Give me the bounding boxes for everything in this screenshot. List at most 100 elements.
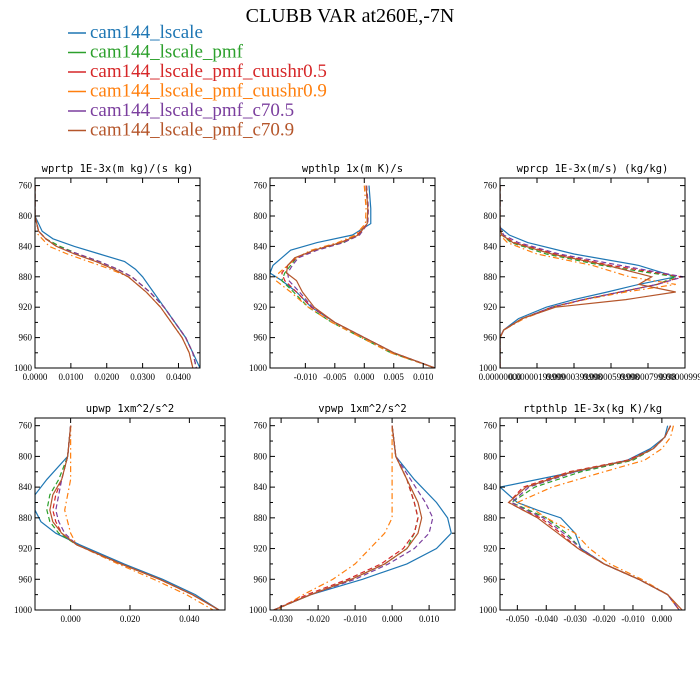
series-line xyxy=(46,425,220,610)
series-line xyxy=(275,185,435,368)
chart-panel: wpthlp 1x(m K)/s 760 800 840 880 920 960 1000 -0… xyxy=(249,163,436,382)
series-line xyxy=(500,185,676,368)
series-line xyxy=(64,425,214,610)
x-tick-label: 0.0300 xyxy=(130,372,155,382)
x-tick-label: 0.0000099998 xyxy=(659,372,700,382)
y-tick-label: 760 xyxy=(484,421,498,431)
series-line xyxy=(35,185,197,368)
y-tick-label: 800 xyxy=(484,451,498,461)
x-tick-label: 0.000 xyxy=(354,372,375,382)
y-tick-label: 880 xyxy=(19,513,33,523)
y-tick-label: 840 xyxy=(19,241,33,251)
legend-item: cam144_lscale_pmf xyxy=(68,42,244,63)
x-tick-label: 0.020 xyxy=(120,614,141,624)
series-line xyxy=(285,185,435,368)
series-line xyxy=(273,425,434,610)
x-tick-label: 0.00000399998 xyxy=(546,372,603,382)
series-line xyxy=(281,185,435,368)
x-tick-label: -0.010 xyxy=(621,614,645,624)
y-tick-label: 1000 xyxy=(479,605,498,615)
y-tick-label: 880 xyxy=(254,272,268,282)
x-tick-label: 0.005 xyxy=(384,372,405,382)
x-tick-label: 0.000 xyxy=(652,614,673,624)
y-tick-label: 880 xyxy=(254,513,268,523)
panel-title: rtpthlp 1E-3x(kg K)/kg xyxy=(523,403,662,415)
y-tick-label: 920 xyxy=(484,544,498,554)
legend-label: cam144_lscale_pmf_c70.5 xyxy=(90,100,294,121)
y-tick-label: 760 xyxy=(19,421,33,431)
x-tick-label: -0.040 xyxy=(535,614,559,624)
plot-frame xyxy=(499,177,686,369)
chart-panel: rtpthlp 1E-3x(kg K)/kg 760 800 840 880 920 960… xyxy=(479,403,686,624)
legend-label: cam144_lscale xyxy=(90,22,203,43)
y-tick-label: 960 xyxy=(484,333,498,343)
y-tick-label: 920 xyxy=(19,302,33,312)
series-line xyxy=(52,425,220,610)
panel-title: wpthlp 1x(m K)/s xyxy=(302,163,403,175)
y-tick-label: 840 xyxy=(254,241,268,251)
x-tick-label: -0.030 xyxy=(564,614,588,624)
y-tick-label: 880 xyxy=(484,513,498,523)
panel-title: wprcp 1E-3x(m/s) (kg/kg) xyxy=(517,163,669,175)
plot-frame xyxy=(269,417,456,611)
legend-item: cam144_lscale_pmf_cuushr0.5 xyxy=(68,61,327,82)
legend-item: cam144_lscale_pmf_cuushr0.9 xyxy=(68,81,327,102)
x-tick-label: 0.00000000 xyxy=(479,372,522,382)
y-tick-label: 760 xyxy=(484,181,498,191)
y-tick-label: 920 xyxy=(484,302,498,312)
y-tick-label: 760 xyxy=(19,181,33,191)
series-line xyxy=(35,185,200,368)
y-tick-label: 1000 xyxy=(14,605,33,615)
series-line xyxy=(500,185,676,368)
series-line xyxy=(270,185,435,368)
series-line xyxy=(35,185,194,368)
series-line xyxy=(500,425,680,610)
y-tick-label: 960 xyxy=(254,574,268,584)
y-tick-label: 840 xyxy=(484,482,498,492)
legend-label: cam144_lscale_pmf_c70.9 xyxy=(90,120,294,141)
chart-panel: upwp 1xm^2/s^2 760 800 840 880 920 960 1000 0.00… xyxy=(14,403,226,624)
y-tick-label: 840 xyxy=(254,482,268,492)
series-line xyxy=(507,425,680,610)
series-line xyxy=(273,425,419,610)
panel-title: wprtp 1E-3x(m kg)/(s kg) xyxy=(42,163,194,175)
series-line xyxy=(507,425,683,610)
legend-label: cam144_lscale_pmf_cuushr0.9 xyxy=(90,81,327,102)
series-line xyxy=(515,425,680,610)
series-line xyxy=(35,185,194,368)
y-tick-label: 800 xyxy=(254,211,268,221)
series-line xyxy=(281,185,435,368)
y-tick-label: 760 xyxy=(254,421,268,431)
y-tick-label: 760 xyxy=(254,181,268,191)
y-tick-label: 1000 xyxy=(249,605,268,615)
legend: cam144_lscalecam144_lscale_pmfcam144_lsc… xyxy=(68,22,327,141)
y-tick-label: 800 xyxy=(484,211,498,221)
y-tick-label: 920 xyxy=(254,544,268,554)
series-line xyxy=(35,185,197,368)
y-tick-label: 800 xyxy=(254,451,268,461)
chart-panel: vpwp 1xm^2/s^27608008408809209601000-0.0… xyxy=(249,403,456,624)
x-tick-label: 0.040 xyxy=(179,614,200,624)
series-line xyxy=(35,425,220,610)
figure-title: CLUBB VAR at260E,-7N xyxy=(246,5,455,27)
x-tick-label: -0.020 xyxy=(592,614,616,624)
y-tick-label: 1000 xyxy=(14,363,33,373)
y-tick-label: 960 xyxy=(484,574,498,584)
x-tick-label: 0.0400 xyxy=(166,372,191,382)
x-tick-label: 0.0100 xyxy=(58,372,83,382)
series-line xyxy=(287,185,435,368)
x-tick-label: -0.030 xyxy=(269,614,293,624)
series-line xyxy=(273,425,423,610)
plot-frame xyxy=(34,177,201,369)
chart-panel: wprcp 1E-3x(m/s) (kg/kg) 760 800 840 880 920 9… xyxy=(479,163,700,382)
x-tick-label: -0.020 xyxy=(306,614,330,624)
series-line xyxy=(55,425,220,610)
x-tick-label: 0.00000799998 xyxy=(620,372,677,382)
x-tick-label: 0.0000 xyxy=(23,372,48,382)
legend-item: cam144_lscale_pmf_c70.9 xyxy=(68,120,294,141)
y-tick-label: 960 xyxy=(19,574,33,584)
y-tick-label: 960 xyxy=(19,333,33,343)
y-tick-label: 840 xyxy=(19,482,33,492)
y-tick-label: 800 xyxy=(19,211,33,221)
